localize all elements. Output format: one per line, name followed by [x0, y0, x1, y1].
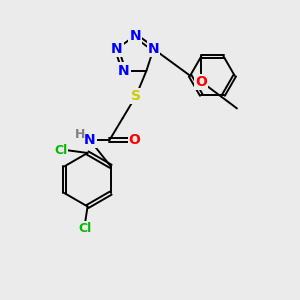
- Text: S: S: [131, 89, 141, 103]
- Text: Cl: Cl: [78, 222, 91, 235]
- Text: N: N: [118, 64, 130, 77]
- Text: H: H: [74, 128, 85, 141]
- Text: O: O: [195, 75, 207, 89]
- Text: N: N: [148, 42, 159, 56]
- Text: N: N: [111, 42, 123, 56]
- Text: N: N: [129, 28, 141, 43]
- Text: Cl: Cl: [54, 143, 68, 157]
- Text: N: N: [84, 134, 96, 147]
- Text: O: O: [129, 134, 140, 147]
